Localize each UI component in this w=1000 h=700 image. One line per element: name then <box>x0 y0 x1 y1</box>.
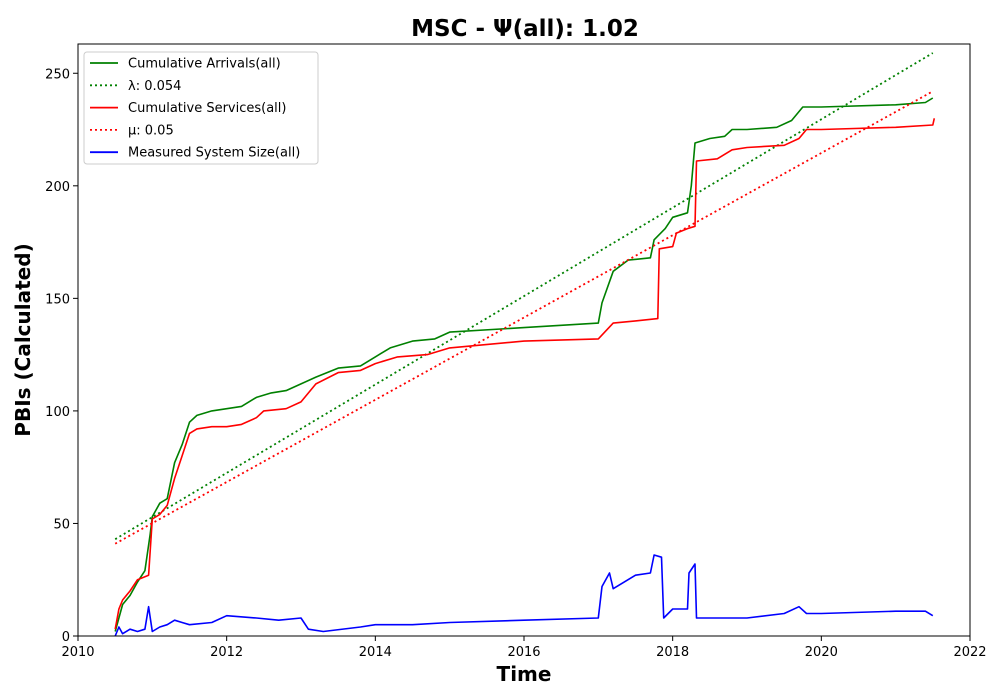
legend-entry-label: λ: 0.054 <box>128 79 181 94</box>
x-tick-label: 2012 <box>210 645 243 660</box>
legend-entry-label: μ: 0.05 <box>128 123 174 138</box>
y-tick-label: 0 <box>62 630 70 645</box>
y-ticks: 0 50 100 150 200 250 <box>45 67 78 645</box>
y-tick-label: 100 <box>45 405 70 420</box>
x-tick-label: 2014 <box>359 645 392 660</box>
y-axis-label: PBIs (Calculated) <box>11 243 35 436</box>
series-line-measured-system-size-all <box>114 554 934 637</box>
y-tick-label: 50 <box>53 517 70 532</box>
series-line-cumulative-arrivals-all <box>114 97 934 632</box>
y-tick-label: 150 <box>45 292 70 307</box>
x-tick-label: 2022 <box>953 645 986 660</box>
series-line-0-054 <box>114 52 934 540</box>
legend-entry-label: Cumulative Services(all) <box>128 101 286 116</box>
y-tick-label: 250 <box>45 67 70 82</box>
legend-entry-label: Cumulative Arrivals(all) <box>128 57 281 72</box>
series-line-0-05 <box>114 90 934 545</box>
x-tick-label: 2018 <box>656 645 689 660</box>
legend-entry-label: Measured System Size(all) <box>128 146 300 161</box>
x-tick-label: 2016 <box>507 645 540 660</box>
chart-title: MSC - Ψ(all): 1.02 <box>411 16 639 42</box>
plot-lines <box>114 52 936 637</box>
y-tick-label: 200 <box>45 180 70 195</box>
x-axis-label: Time <box>497 662 552 686</box>
x-tick-label: 2010 <box>61 645 94 660</box>
legend: Cumulative Arrivals(all) λ: 0.054 Cumulati… <box>83 51 319 165</box>
legend-box <box>83 51 319 165</box>
x-ticks: 2010 2012 2014 2016 2018 2020 2022 <box>61 636 987 660</box>
series-line-cumulative-services-all <box>114 118 936 630</box>
x-tick-label: 2020 <box>805 645 838 660</box>
